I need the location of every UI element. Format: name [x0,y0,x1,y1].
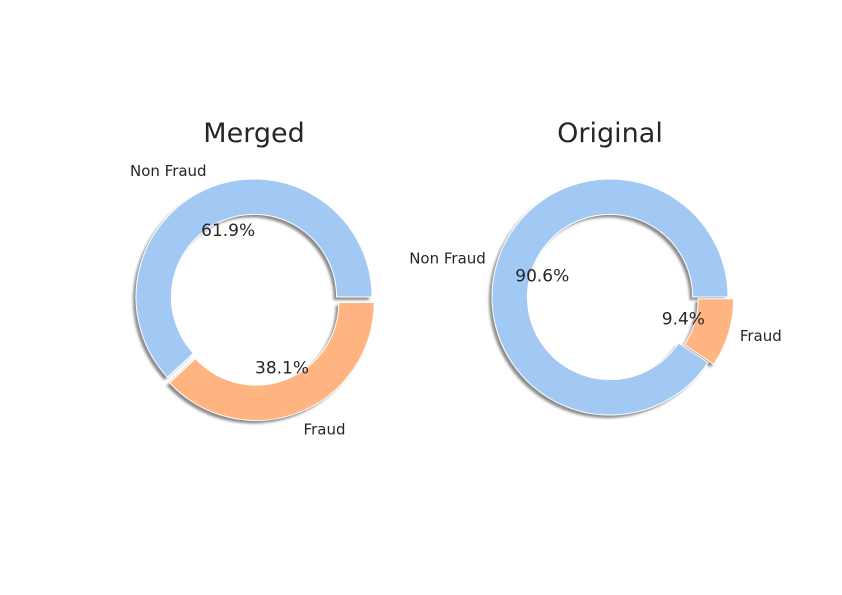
merged-donut-chart: Merged 61.9% Non Fraud 38.1% Fraud [130,118,375,439]
original-donut-chart: Original 90.6% Non Fraud 9.4% Fraud [409,118,782,418]
merged-non-fraud-percent-label: 61.9% [201,221,255,241]
merged-fraud-wedge [168,301,375,421]
original-fraud-wedge [683,298,735,366]
merged-non-fraud-wedge [135,178,373,378]
merged-wedges [135,178,375,421]
merged-labels: 61.9% Non Fraud 38.1% Fraud [130,162,346,438]
original-non-fraud-category-label: Non Fraud [409,250,486,268]
original-chart-title: Original [557,118,663,149]
original-non-fraud-wedge [491,178,729,416]
merged-non-fraud-category-label: Non Fraud [130,162,207,180]
original-fraud-percent-label: 9.4% [662,309,705,329]
merged-fraud-percent-label: 38.1% [255,358,309,378]
original-labels: 90.6% Non Fraud 9.4% Fraud [409,250,782,345]
original-non-fraud-percent-label: 90.6% [515,266,569,286]
original-fraud-category-label: Fraud [740,327,782,345]
merged-chart-title: Merged [203,118,304,149]
merged-fraud-category-label: Fraud [304,421,346,439]
original-wedges [491,178,735,416]
